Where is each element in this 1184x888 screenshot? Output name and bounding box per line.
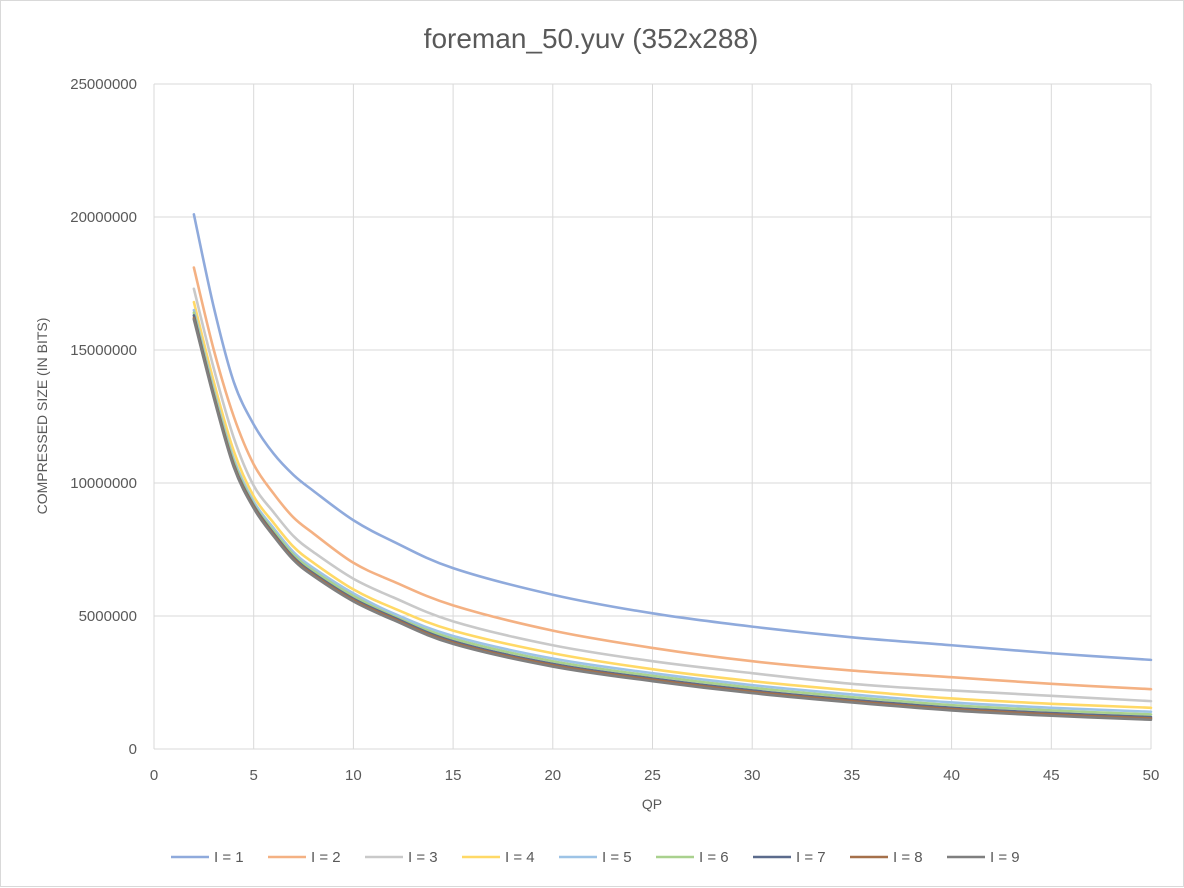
grid	[153, 83, 1152, 750]
series-line-1	[192, 213, 1153, 662]
series-line-2	[192, 266, 1153, 691]
legend: I = 1 I = 2 I = 3 I = 4 I = 5 I = 6 I = 7 I = 8…	[171, 849, 1020, 866]
legend-label: I = 5	[602, 849, 632, 866]
y-tick-label: 25000000	[70, 76, 137, 93]
series-line-7	[192, 314, 1153, 719]
legend-label: I = 3	[408, 849, 438, 866]
series-line-4	[192, 300, 1153, 710]
y-tick-label: 0	[129, 741, 137, 758]
series-line-8	[192, 316, 1153, 720]
legend-label: I = 8	[893, 849, 923, 866]
legend-label: I = 9	[990, 849, 1020, 866]
legend-label: I = 1	[214, 849, 244, 866]
x-tick-label: 50	[1143, 767, 1160, 784]
x-tick-label: 30	[744, 767, 761, 784]
x-tick-label: 5	[250, 767, 258, 784]
x-axis-title: QP	[642, 796, 662, 812]
series-line-9	[192, 318, 1153, 722]
legend-label: I = 2	[311, 849, 341, 866]
y-tick-label: 15000000	[70, 342, 137, 359]
legend-label: I = 6	[699, 849, 729, 866]
x-tick-label: 40	[943, 767, 960, 784]
chart-title: foreman_50.yuv (352x288)	[424, 23, 759, 54]
legend-label: I = 4	[505, 849, 535, 866]
axis-ticks: 0 5 10 15 20 25 30 35 40 45 50 0 5000000 10000000 1500…	[70, 76, 1159, 784]
y-axis-title: COMPRESSED SIZE (IN BITS)	[34, 318, 50, 515]
y-tick-label: 20000000	[70, 209, 137, 226]
x-tick-label: 45	[1043, 767, 1060, 784]
x-tick-label: 25	[644, 767, 661, 784]
series-lines	[192, 213, 1153, 722]
x-tick-label: 35	[844, 767, 861, 784]
series-line-3	[192, 287, 1153, 703]
x-tick-label: 15	[445, 767, 462, 784]
legend-label: I = 7	[796, 849, 826, 866]
x-tick-label: 20	[544, 767, 561, 784]
x-tick-label: 0	[150, 767, 158, 784]
x-tick-label: 10	[345, 767, 362, 784]
y-tick-label: 10000000	[70, 475, 137, 492]
y-tick-label: 5000000	[79, 608, 137, 625]
series-line-6	[192, 311, 1153, 716]
